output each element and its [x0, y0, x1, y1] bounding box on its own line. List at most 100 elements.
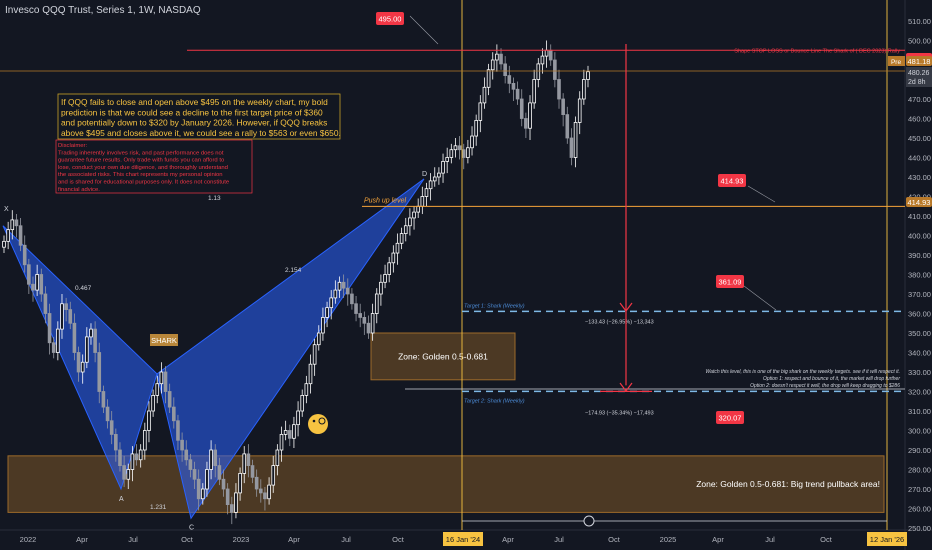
chart-title: Invesco QQQ Trust, Series 1, 1W, NASDAQ: [5, 5, 201, 16]
option1-note: Option 1: respect and bounce of it, the …: [763, 376, 900, 382]
candle: [109, 420, 114, 435]
candle: [184, 449, 189, 461]
candle: [10, 219, 15, 231]
price-tag-481: 481.18: [908, 57, 931, 66]
candle: [565, 114, 570, 139]
candle: [586, 71, 590, 80]
candle: [511, 83, 516, 90]
candle: [287, 430, 292, 439]
candle: [424, 188, 429, 197]
x-tick-label: Jul: [554, 535, 564, 544]
x-tick-label: Jul: [128, 535, 138, 544]
candle: [172, 406, 176, 422]
x-tick-label: 2023: [233, 535, 250, 544]
candle: [267, 484, 271, 500]
candle: [453, 145, 458, 151]
candle: [242, 453, 247, 474]
candle: [408, 217, 412, 227]
pre-badge: Pre: [891, 59, 902, 66]
candle: [130, 453, 135, 470]
candle: [89, 328, 93, 338]
candle: [316, 332, 321, 346]
y-tick-label: 290.00: [908, 446, 931, 455]
candle: [337, 281, 342, 291]
shark-badge-label: SHARK: [151, 336, 177, 345]
candle: [6, 229, 10, 242]
candle: [416, 205, 420, 213]
prediction-line: prediction is that we could see a declin…: [61, 107, 323, 117]
candle: [478, 102, 483, 121]
candle: [163, 371, 168, 392]
candle: [391, 252, 396, 264]
y-tick-label: 440.00: [908, 154, 931, 163]
candle: [213, 449, 218, 467]
x-tick-label: Jul: [765, 535, 775, 544]
disclaimer-line: Trading inherently involves risk, and pa…: [58, 150, 224, 156]
disclaimer-line: the associated risks. This chart represe…: [58, 172, 223, 178]
candle: [47, 313, 52, 344]
candle: [536, 63, 541, 80]
candle: [528, 102, 532, 129]
x-tick-label: Apr: [288, 535, 300, 544]
candle: [503, 63, 507, 77]
candle: [573, 122, 578, 158]
y-tick-label: 400.00: [908, 232, 931, 241]
pattern-point-c: C: [189, 524, 194, 531]
candle: [118, 449, 122, 467]
candle: [27, 264, 31, 285]
candle: [155, 383, 160, 396]
candle: [495, 53, 499, 61]
candle: [461, 149, 466, 158]
candle: [569, 137, 574, 158]
candle: [308, 363, 313, 385]
y-tick-label: 280.00: [908, 466, 931, 475]
candle: [370, 313, 375, 334]
prediction-line: If QQQ fails to close and open above $49…: [61, 97, 328, 107]
candle: [43, 293, 48, 314]
candle: [80, 361, 85, 373]
y-tick-label: 500.00: [908, 37, 931, 46]
callout-leader: [743, 285, 777, 311]
candle: [51, 342, 56, 353]
x-tick-label: 16 Jan '24: [446, 535, 480, 544]
candle: [486, 69, 491, 88]
disclaimer-line: Disclaimer:: [58, 143, 87, 149]
current-price: 480.26: [908, 70, 930, 77]
x-tick-highlight: [867, 532, 907, 546]
candle: [345, 287, 350, 295]
candle: [76, 352, 81, 373]
target2-callout-bg: [716, 411, 744, 424]
candle: [519, 98, 524, 119]
target2-measure: −174.93 (−35.34%) −17,493: [585, 410, 654, 416]
x-tick-label: Apr: [712, 535, 724, 544]
candle: [134, 453, 139, 461]
candle: [31, 283, 35, 291]
candle: [582, 79, 586, 100]
candle: [399, 233, 404, 244]
candle: [466, 147, 470, 158]
candle: [221, 478, 226, 490]
candle: [159, 371, 164, 385]
y-tick-label: 510.00: [908, 17, 931, 26]
candle: [470, 135, 474, 149]
option2-note: Option 2: doesn't respect it well, the d…: [750, 383, 900, 389]
thinking-emoji: [308, 414, 328, 434]
candle: [445, 157, 449, 162]
candle: [540, 55, 545, 65]
y-tick-label: 380.00: [908, 271, 931, 280]
candle: [292, 424, 296, 439]
candle: [474, 120, 478, 137]
candle: [561, 98, 565, 116]
candle: [188, 459, 193, 470]
y-tick-label: 340.00: [908, 349, 931, 358]
candle: [225, 488, 230, 506]
prediction-box: [57, 93, 341, 140]
candle: [14, 219, 19, 227]
candle: [143, 430, 147, 451]
target1-measure: −133.43 (−26.95%) −13,343: [585, 319, 654, 325]
candle: [432, 176, 437, 182]
candle: [250, 465, 255, 478]
prediction-line: above $495 and closes above it, we could…: [61, 128, 341, 138]
zone-golden-mid: [370, 332, 516, 381]
